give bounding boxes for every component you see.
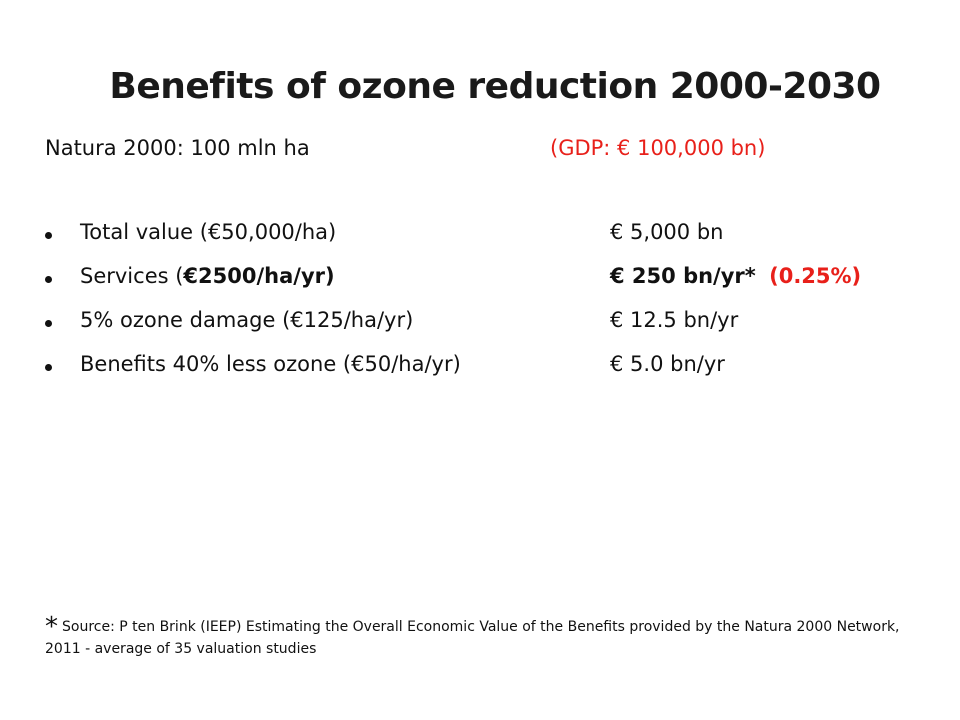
slide-title: Benefits of ozone reduction 2000-2030 — [109, 66, 881, 107]
bullet-label-bold: €2500/ha/yr) — [183, 264, 335, 288]
list-item-total-value: Total value (€50,000/ha) € 5,000 bn — [45, 220, 945, 264]
benefits-list: Total value (€50,000/ha) € 5,000 bn Serv… — [45, 220, 945, 396]
bullet-value-percent: (0.25%) — [769, 264, 862, 288]
bullet-label: Services (€2500/ha/yr) — [80, 264, 335, 288]
bullet-dot-icon — [45, 364, 52, 371]
bullet-dot-icon — [45, 320, 52, 327]
bullet-label: Benefits 40% less ozone (€50/ha/yr) — [80, 352, 461, 376]
gdp-text: (GDP: € 100,000 bn) — [550, 136, 766, 160]
footnote-mark: * — [45, 612, 58, 642]
bullet-label-prefix: Services ( — [80, 264, 184, 288]
bullet-dot-icon — [45, 276, 52, 283]
footnote-text: Source: P ten Brink (IEEP) Estimating th… — [45, 619, 900, 657]
bullet-value: € 5.0 bn/yr — [610, 352, 725, 376]
bullet-value: € 5,000 bn — [610, 220, 724, 244]
list-item-ozone-damage: 5% ozone damage (€125/ha/yr) € 12.5 bn/y… — [45, 308, 945, 352]
bullet-value: € 12.5 bn/yr — [610, 308, 739, 332]
natura-area-text: Natura 2000: 100 mln ha — [45, 136, 310, 160]
bullet-dot-icon — [45, 232, 52, 239]
bullet-label: Total value (€50,000/ha) — [80, 220, 337, 244]
list-item-services: Services (€2500/ha/yr) € 250 bn/yr* (0.2… — [45, 264, 945, 308]
bullet-label: 5% ozone damage (€125/ha/yr) — [80, 308, 414, 332]
list-item-benefits: Benefits 40% less ozone (€50/ha/yr) € 5.… — [45, 352, 945, 396]
footnote: * Source: P ten Brink (IEEP) Estimating t… — [45, 614, 925, 660]
bullet-value: € 250 bn/yr* (0.25%) — [610, 264, 861, 288]
bullet-value-bold: € 250 bn/yr* — [610, 264, 756, 288]
